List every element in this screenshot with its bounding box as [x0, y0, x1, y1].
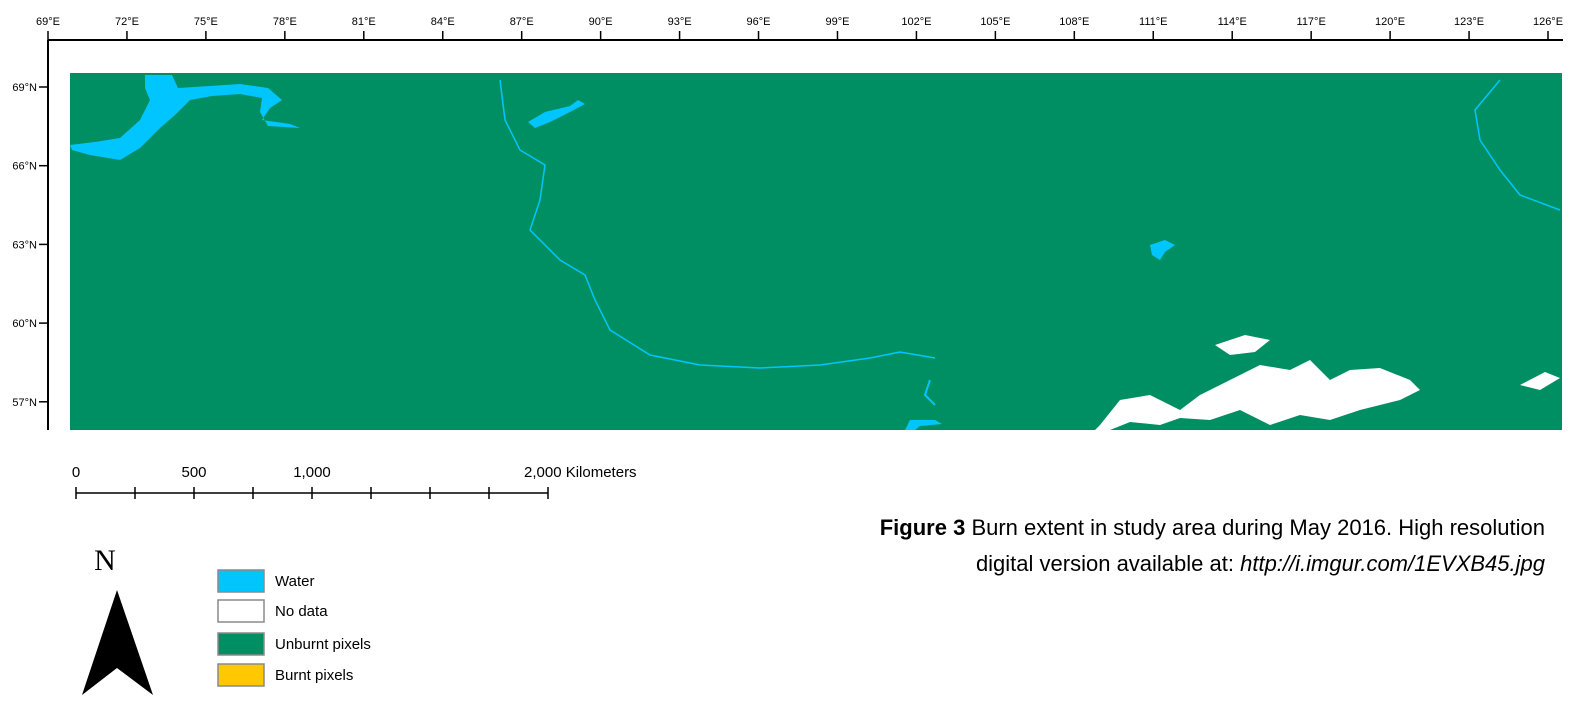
scale-label: 1,000: [293, 464, 331, 481]
north-arrow-shape: [82, 590, 153, 695]
legend: Water No data Unburnt pixels Burnt pixels: [218, 570, 371, 686]
lon-tick-label: 117°E: [1297, 16, 1326, 28]
caption: Figure 3 Burn extent in study area durin…: [880, 510, 1545, 582]
lat-tick-label: 63°N: [12, 239, 37, 251]
caption-label: Figure 3: [880, 515, 966, 540]
latitude-ticks: 69°N 66°N 63°N 60°N 57°N: [12, 82, 48, 409]
lon-tick-label: 84°E: [431, 16, 455, 28]
lon-tick-label: 90°E: [589, 16, 613, 28]
lon-tick-label: 111°E: [1139, 16, 1167, 28]
lon-tick-label: 69°E: [36, 16, 60, 28]
lat-tick-label: 60°N: [12, 318, 37, 330]
lon-tick-label: 123°E: [1454, 16, 1484, 28]
scale-bar: 0 500 1,000 2,000 Kilometers: [72, 464, 637, 499]
lon-tick-label: 93°E: [668, 16, 692, 28]
caption-url: http://i.imgur.com/1EVXB45.jpg: [1240, 551, 1545, 576]
north-arrow: N: [82, 544, 153, 695]
legend-label: Water: [275, 573, 314, 590]
page: {"map": { "lon_ticks": ["69°E","72°E","7…: [0, 0, 1583, 708]
lon-tick-label: 72°E: [115, 16, 139, 28]
legend-label: No data: [275, 603, 328, 620]
lon-tick-label: 105°E: [980, 16, 1010, 28]
raster: [70, 73, 1562, 430]
lon-tick-label: 114°E: [1218, 16, 1247, 28]
caption-text: Burn extent in study area during May 201…: [971, 515, 1545, 540]
lon-tick-label: 78°E: [273, 16, 297, 28]
legend-swatch: [218, 633, 264, 655]
lon-tick-label: 102°E: [901, 16, 931, 28]
lat-tick-label: 69°N: [12, 82, 37, 94]
map-figure: 69°E 72°E 75°E 78°E 81°E 84°E 87°E 90°E 93°E 96°E…: [0, 0, 1583, 708]
lon-tick-label: 120°E: [1375, 16, 1405, 28]
legend-swatch: [218, 570, 264, 592]
legend-swatch: [218, 600, 264, 622]
scale-label: 0: [72, 464, 80, 481]
north-label: N: [94, 544, 116, 577]
scale-label: 2,000 Kilometers: [524, 464, 637, 481]
longitude-ticks: 69°E 72°E 75°E 78°E 81°E 84°E 87°E 90°E 93°E 96°E…: [36, 16, 1563, 40]
scale-label: 500: [181, 464, 206, 481]
lon-tick-label: 87°E: [510, 16, 534, 28]
lon-tick-label: 81°E: [352, 16, 376, 28]
legend-label: Burnt pixels: [275, 667, 353, 684]
lat-tick-label: 57°N: [12, 397, 37, 409]
lon-tick-label: 99°E: [825, 16, 849, 28]
lon-tick-label: 126°E: [1533, 16, 1563, 28]
caption-text: digital version available at:: [976, 551, 1234, 576]
lon-tick-label: 75°E: [194, 16, 218, 28]
legend-label: Unburnt pixels: [275, 636, 371, 653]
lon-tick-label: 108°E: [1059, 16, 1089, 28]
lat-tick-label: 66°N: [12, 161, 37, 173]
legend-swatch: [218, 664, 264, 686]
lon-tick-label: 96°E: [747, 16, 771, 28]
